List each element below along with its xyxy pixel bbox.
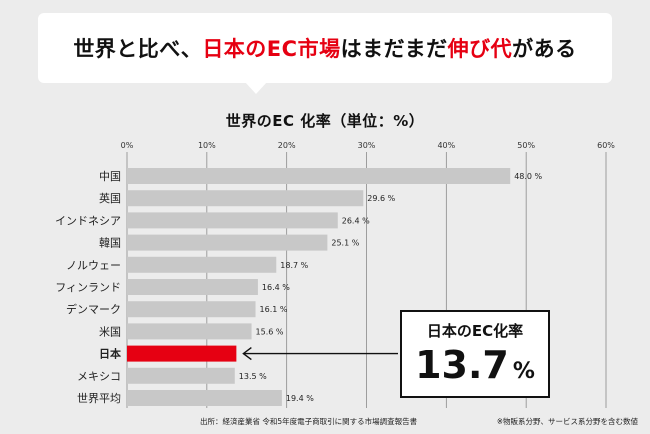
category-label: フィンランド — [55, 281, 121, 294]
category-label: 韓国 — [99, 237, 121, 250]
headline-prefix: 世界と比べ、 — [73, 37, 203, 61]
bar — [127, 279, 258, 295]
bar — [127, 345, 237, 362]
category-label: 米国 — [99, 325, 121, 338]
category-label: 日本 — [99, 347, 121, 361]
category-label: デンマーク — [66, 302, 121, 316]
value-label: 25.1 % — [331, 239, 359, 248]
tick-label: 60% — [597, 141, 615, 150]
bar — [127, 367, 235, 384]
callout-unit: % — [512, 359, 535, 384]
tick-label: 0% — [121, 141, 134, 150]
value-label: 19.4 % — [286, 394, 314, 403]
headline-middle: はまだまだ — [340, 37, 448, 61]
headline: 世界と比べ、 日本のEC市場 はまだまだ 伸び代 がある — [38, 13, 612, 83]
category-label: メキシコ — [77, 370, 121, 383]
source-note: 出所：経済産業省 令和5年度電子商取引に関する市場調査報告書 — [200, 417, 418, 426]
callout-arrow-head — [242, 347, 252, 361]
tick-label: 40% — [437, 141, 455, 150]
bar — [127, 212, 338, 229]
value-label: 18.7 % — [280, 261, 308, 270]
headline-highlight: 日本のEC市場 — [202, 37, 341, 61]
category-label: 英国 — [99, 191, 121, 205]
scope-note: ※物販系分野、サービス系分野を含む数値 — [496, 417, 638, 426]
footer: 出所：経済産業省 令和5年度電子商取引に関する市場調査報告書 ※物販系分野、サー… — [0, 414, 650, 430]
value-label: 26.4 % — [342, 216, 370, 225]
bar — [127, 301, 256, 318]
value-label: 16.4 % — [262, 283, 290, 292]
headline-bubble-tail — [245, 82, 267, 94]
value-label: 29.6 % — [367, 194, 395, 203]
category-label: 中国 — [99, 170, 121, 183]
callout-title: 日本のEC化率 — [426, 322, 524, 340]
callout-number: 13.7 — [415, 343, 509, 387]
bar — [127, 234, 328, 251]
headline-suffix: がある — [512, 37, 577, 61]
category-label: ノルウェー — [66, 259, 121, 272]
value-label: 13.5 % — [239, 372, 267, 381]
value-label: 48.0 % — [514, 172, 542, 181]
bar — [127, 390, 282, 406]
tick-label: 20% — [278, 141, 296, 150]
tick-label: 50% — [517, 141, 535, 150]
bar — [127, 323, 252, 340]
chart-title: 世界のEC 化率（単位：%） — [225, 112, 425, 130]
tick-label: 30% — [358, 141, 376, 150]
japan-callout: 日本のEC化率 13.7% — [400, 310, 550, 398]
bar — [127, 190, 364, 207]
category-label: 世界平均 — [77, 392, 121, 405]
bar — [127, 168, 511, 184]
category-label: インドネシア — [55, 214, 121, 227]
callout-value: 13.7% — [402, 343, 548, 394]
bar — [127, 256, 277, 273]
tick-label: 10% — [198, 141, 216, 150]
value-label: 15.6 % — [256, 327, 284, 336]
headline-highlight-2: 伸び代 — [447, 37, 513, 61]
value-label: 16.1 % — [260, 305, 288, 314]
headline-bubble — [38, 13, 612, 83]
